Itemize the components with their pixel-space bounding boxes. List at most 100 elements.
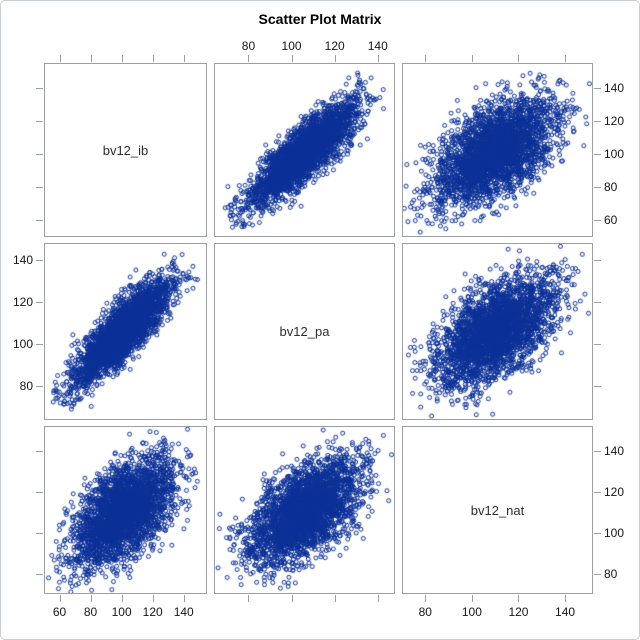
axis-tick	[121, 595, 123, 602]
axis-tick	[183, 595, 185, 602]
axis-tick	[594, 87, 601, 89]
axis-tick	[377, 55, 379, 62]
axis-tick	[425, 595, 427, 602]
chart-title: Scatter Plot Matrix	[258, 11, 382, 27]
scatter-canvas-nat-vs-ib	[45, 427, 206, 593]
axis-tick	[594, 187, 601, 189]
scatter-panel-pa-vs-ib	[44, 243, 207, 420]
axis-tick	[425, 55, 427, 62]
axis-tick-label: 100	[281, 39, 302, 53]
diagonal-label-wrap: bv12_ib	[45, 64, 206, 236]
axis-tick	[36, 344, 43, 346]
axis-tick-label: 120	[142, 605, 163, 619]
axis-tick-label: 80	[604, 566, 618, 581]
axis-tick-label: 120	[12, 295, 33, 309]
axis-tick-label: 120	[508, 605, 529, 619]
axis-tick-label: 80	[418, 605, 432, 619]
axis-tick	[471, 55, 473, 62]
axis-tick	[594, 573, 601, 575]
axis-tick	[594, 121, 601, 122]
axis-tick	[334, 55, 336, 62]
axis-tick	[594, 154, 601, 156]
axis-tick-label: 80	[604, 180, 618, 195]
axis-tick	[36, 491, 43, 493]
axis-tick-label: 120	[604, 484, 625, 499]
axis-tick	[36, 87, 43, 89]
scatter-canvas-pa-vs-nat	[403, 244, 592, 419]
variable-label-bv12_pa: bv12_pa	[279, 324, 330, 339]
axis-tick	[121, 55, 123, 62]
axis-tick	[59, 55, 61, 62]
axis-tick	[518, 55, 520, 62]
diagonal-cell-bv12_pa: bv12_pa	[214, 243, 395, 420]
axis-tick	[334, 595, 336, 602]
scatter-panel-ib-vs-nat	[402, 63, 593, 237]
axis-tick	[36, 573, 43, 575]
axis-tick	[36, 302, 43, 303]
axis-tick-label: 100	[604, 525, 625, 540]
axis-tick-label: 100	[604, 147, 625, 162]
axis-tick	[36, 532, 43, 534]
axis-tick	[90, 595, 92, 602]
axis-tick	[36, 450, 43, 452]
axis-tick-label: 140	[555, 605, 576, 619]
axis-tick	[248, 55, 250, 62]
scatter-canvas-pa-vs-ib	[45, 244, 206, 419]
axis-tick-label: 120	[604, 114, 625, 128]
variable-label-bv12_nat: bv12_nat	[470, 502, 525, 518]
axis-tick-label: 100	[111, 605, 132, 619]
axis-tick-label: 120	[324, 39, 345, 53]
axis-tick-label: 60	[52, 605, 67, 619]
axis-tick-label: 140	[604, 80, 625, 95]
axis-tick	[36, 259, 43, 261]
axis-tick	[291, 595, 293, 602]
diagonal-label-wrap: bv12_pa	[215, 244, 394, 419]
diagonal-cell-bv12_ib: bv12_ib	[44, 63, 207, 237]
axis-tick	[59, 595, 61, 602]
axis-tick-label: 140	[604, 443, 625, 458]
axis-tick	[594, 302, 601, 303]
axis-tick-label: 80	[83, 605, 98, 619]
axis-tick	[90, 55, 92, 62]
axis-tick-label: 100	[461, 605, 482, 619]
axis-tick-label: 100	[12, 337, 33, 352]
diagonal-cell-bv12_nat: bv12_nat	[402, 426, 593, 594]
scatter-panel-nat-vs-pa	[214, 426, 395, 594]
axis-tick	[594, 450, 601, 452]
axis-tick	[518, 595, 520, 602]
axis-tick-label: 140	[367, 39, 388, 53]
axis-tick	[291, 55, 293, 62]
diagonal-label-wrap: bv12_nat	[403, 427, 592, 593]
axis-tick	[565, 595, 567, 602]
axis-tick-label: 60	[604, 213, 618, 228]
axis-tick	[594, 344, 601, 346]
axis-tick	[36, 154, 43, 156]
axis-tick	[594, 386, 601, 388]
axis-tick	[152, 595, 154, 602]
axis-tick-label: 140	[173, 605, 194, 619]
axis-tick-label: 140	[12, 252, 33, 267]
axis-tick	[248, 595, 250, 602]
variable-label-bv12_ib: bv12_ib	[102, 142, 149, 158]
axis-tick	[594, 220, 601, 222]
axis-tick	[471, 595, 473, 602]
axis-tick	[377, 595, 379, 602]
scatter-canvas-nat-vs-pa	[215, 427, 394, 593]
axis-tick	[152, 55, 154, 62]
scatter-canvas-ib-vs-nat	[403, 64, 592, 236]
scatter-canvas-ib-vs-pa	[215, 64, 394, 236]
axis-tick	[565, 55, 567, 62]
axis-tick	[36, 386, 43, 388]
axis-tick	[594, 532, 601, 534]
scatter-panel-nat-vs-ib	[44, 426, 207, 594]
axis-tick	[36, 121, 43, 122]
axis-tick	[36, 220, 43, 222]
axis-tick-label: 80	[19, 379, 33, 394]
scatter-panel-ib-vs-pa	[214, 63, 395, 237]
axis-tick	[183, 55, 185, 62]
axis-tick	[36, 187, 43, 189]
axis-tick-label: 80	[241, 39, 256, 53]
axis-tick	[594, 491, 601, 493]
scatter-panel-pa-vs-nat	[402, 243, 593, 420]
